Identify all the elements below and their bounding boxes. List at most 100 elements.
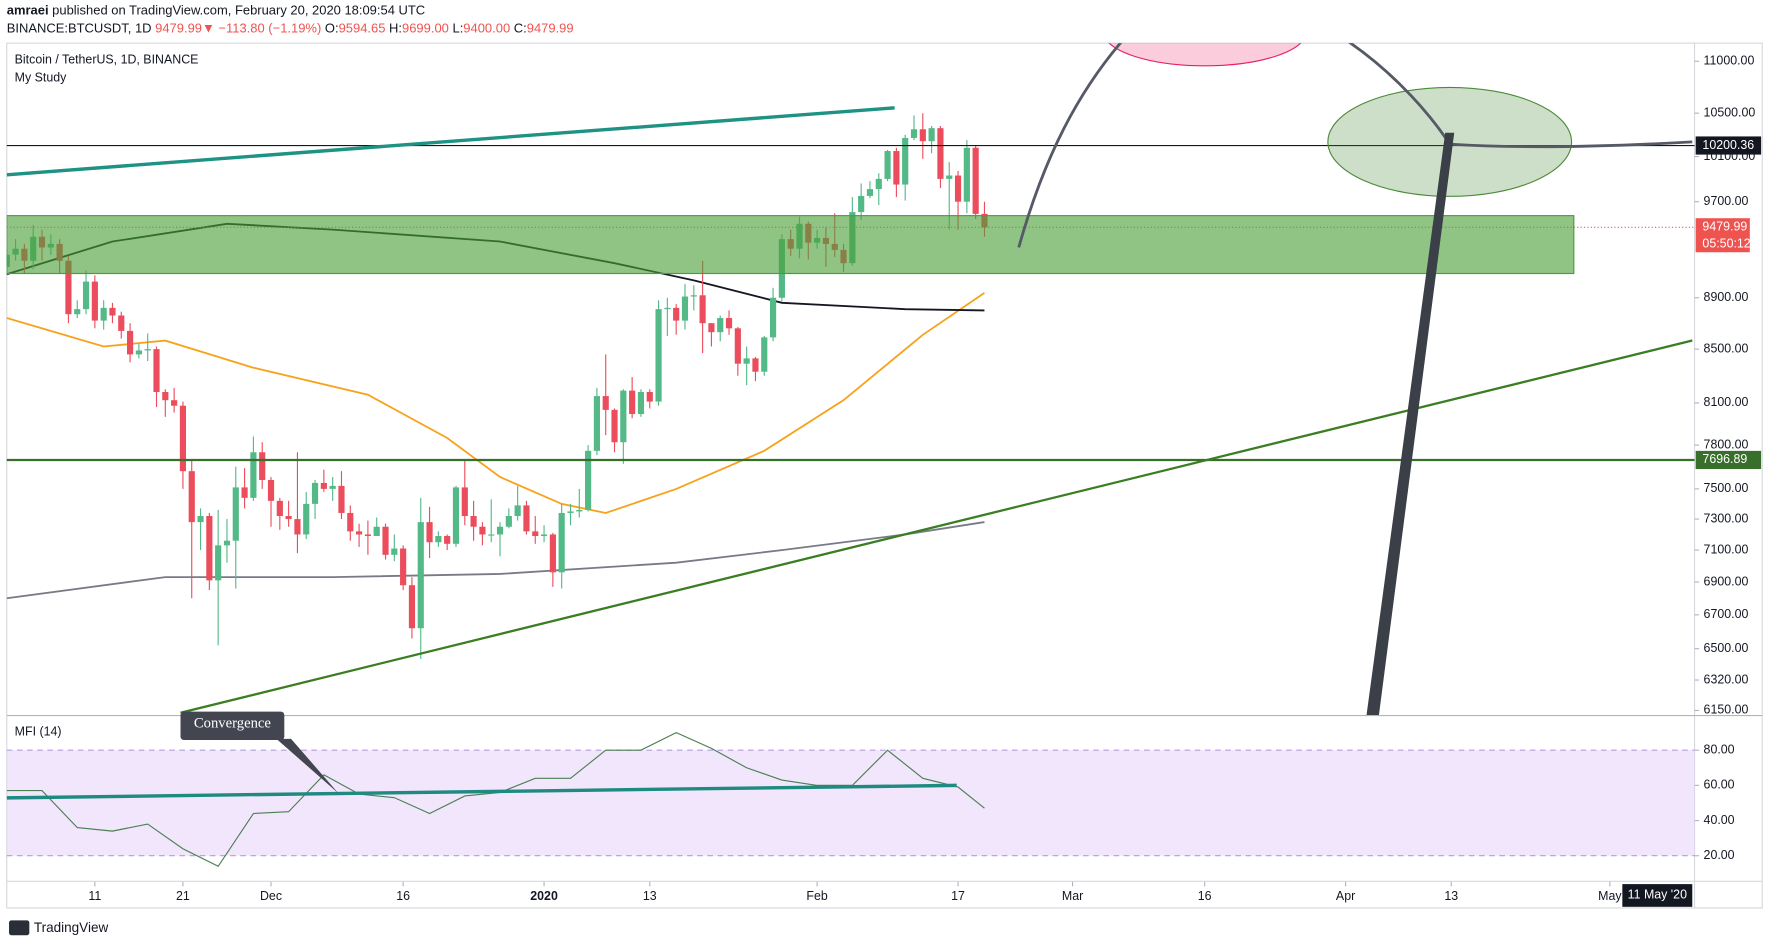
candle-body: [761, 337, 768, 372]
y-tick-label: 9700.00: [1704, 194, 1749, 208]
candle-body: [875, 178, 882, 190]
candle-body: [417, 522, 424, 629]
candle-body: [734, 328, 741, 364]
candle-body: [241, 487, 248, 498]
candle-body: [681, 296, 689, 321]
callout-text: Convergence: [194, 715, 272, 731]
candle-body: [673, 307, 680, 321]
y-tick-label: 20.00: [1704, 848, 1735, 862]
arrow: ▼: [202, 21, 215, 36]
candle-body: [602, 396, 609, 410]
support-zone: [6, 215, 1575, 275]
candle-body: [267, 479, 275, 501]
frame: [6, 42, 1763, 909]
candle-body: [100, 307, 107, 321]
symbol: BINANCE:BTCUSDT, 1D: [7, 21, 152, 36]
y-tick-label: 10500.00: [1704, 105, 1756, 119]
x-tick-label: 16: [396, 889, 410, 903]
candle-body: [470, 516, 477, 527]
candle-body: [743, 358, 750, 364]
candle-body: [725, 318, 733, 329]
candle-body: [400, 548, 407, 586]
candle-body: [188, 471, 195, 523]
candle-body: [593, 396, 600, 451]
trend-line: [180, 339, 1693, 714]
level-label-box: [1695, 450, 1762, 470]
candle-body: [162, 391, 169, 401]
projection-line: [1366, 132, 1455, 716]
candle-body: [717, 318, 724, 333]
y-tick-label: 6500.00: [1704, 641, 1749, 655]
candle-body: [629, 390, 636, 415]
y-tick-label: 7500.00: [1704, 481, 1749, 495]
candle-body: [356, 531, 363, 535]
last-price-label: 9479.99: [1702, 220, 1747, 234]
candle-body: [461, 487, 468, 517]
candle-body: [479, 526, 486, 535]
candle-body: [338, 485, 345, 513]
candle-body: [928, 128, 935, 142]
projection-curve: [1017, 43, 1123, 248]
candle-body: [514, 505, 521, 517]
candle-body: [523, 505, 530, 532]
indicator-title: MFI (14): [15, 724, 62, 738]
candle-body: [699, 295, 706, 324]
candle-body: [690, 295, 697, 297]
candle-body: [505, 516, 512, 527]
mfi-band: [6, 750, 1695, 856]
y-tick-label: 11000.00: [1704, 54, 1755, 68]
candle-body: [540, 534, 548, 537]
candle-body: [179, 405, 187, 472]
level-label: 7696.89: [1702, 452, 1747, 466]
candle-body: [884, 151, 891, 179]
candle-body: [364, 534, 371, 537]
candle-body: [391, 548, 398, 555]
x-tick-label: 13: [1444, 889, 1458, 903]
candle-body: [919, 129, 926, 142]
candle-body: [902, 137, 909, 185]
published: published on TradingView.com, February 2…: [52, 3, 425, 18]
chart-title: Bitcoin / TetherUS, 1D, BINANCE: [15, 52, 199, 66]
projection-curve: [1348, 43, 1693, 149]
candle-body: [620, 390, 627, 443]
callout-pointer: [276, 738, 339, 794]
candle-body: [250, 452, 257, 498]
ohlc-value: 9699.00: [402, 21, 449, 36]
candle-body: [585, 450, 592, 510]
candle-body: [893, 151, 900, 185]
y-tick-label: 8900.00: [1704, 290, 1749, 304]
moving-average: [6, 292, 985, 514]
candle-body: [549, 534, 556, 573]
mfi-drawings: [6, 738, 957, 800]
candle-body: [135, 350, 142, 355]
candle-body: [373, 526, 380, 537]
candle-body: [65, 260, 72, 315]
candle-body: [946, 175, 953, 179]
y-tick-label: 6150.00: [1704, 703, 1749, 717]
candle-body: [382, 526, 389, 555]
candle-body: [954, 175, 962, 202]
candle-body: [532, 531, 539, 537]
candle-body: [232, 487, 239, 541]
candle-body: [347, 512, 354, 532]
candle-body: [303, 503, 310, 535]
level-label-box: [1695, 136, 1762, 155]
candle-body: [109, 307, 116, 316]
x-tick-label: 11: [88, 889, 101, 903]
candle-body: [144, 349, 151, 351]
candle-body: [858, 195, 865, 213]
x-tick-label: Feb: [806, 889, 827, 903]
candle-body: [276, 500, 283, 517]
y-tick-label: 6700.00: [1704, 607, 1749, 621]
x-tick-label: Dec: [260, 889, 282, 903]
level-label: 10200.36: [1702, 138, 1754, 152]
target-ellipse: [1108, 43, 1302, 67]
candle-body: [320, 482, 327, 489]
candle-body: [496, 526, 504, 535]
candle-body: [408, 585, 416, 629]
x-tick-label: 2020: [530, 889, 558, 903]
candle-body: [866, 189, 874, 196]
header-line: amraei published on TradingView.com, Feb…: [7, 3, 425, 18]
candle-body: [937, 128, 944, 179]
drawings: [6, 43, 1693, 800]
